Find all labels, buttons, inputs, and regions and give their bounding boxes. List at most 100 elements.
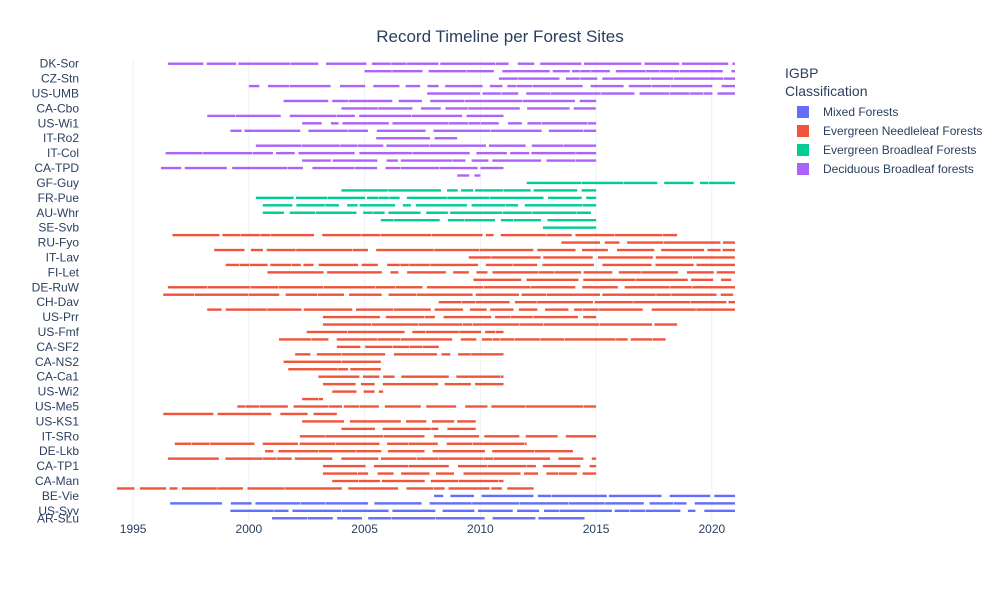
record-segment: [373, 464, 409, 468]
record-segment: [368, 517, 392, 520]
record-segment: [392, 122, 448, 125]
record-segment: [429, 144, 486, 147]
record-segment: [249, 263, 268, 267]
record-segment: [378, 390, 384, 393]
record-segment: [481, 494, 534, 498]
record-segment: [537, 494, 552, 498]
record-segment: [248, 293, 280, 296]
record-segment: [341, 457, 379, 460]
record-segment: [295, 353, 311, 356]
record-segment: [527, 107, 570, 110]
record-segment: [276, 151, 295, 155]
legend-item[interactable]: Deciduous Broadleaf forests: [797, 162, 974, 176]
record-segment: [359, 405, 379, 408]
record-segment: [546, 472, 559, 475]
gridlines: [132, 60, 713, 522]
record-segment: [445, 107, 468, 110]
record-segment: [492, 271, 539, 274]
record-segment: [426, 405, 457, 408]
record-segment: [406, 420, 427, 423]
record-segment: [661, 248, 705, 252]
record-segment: [551, 494, 607, 498]
record-segment: [490, 308, 514, 311]
record-segment: [374, 502, 422, 505]
record-segment: [316, 353, 342, 356]
record-segment: [492, 159, 542, 162]
record-segment: [656, 293, 671, 296]
record-segment: [411, 114, 463, 118]
legend-title: Classification: [785, 83, 867, 99]
y-tick-label: US-Prr: [42, 310, 79, 324]
record-segment: [270, 263, 292, 267]
record-segment: [461, 300, 476, 304]
record-segment: [336, 345, 361, 349]
record-segment: [649, 502, 674, 505]
record-segment: [501, 92, 519, 95]
record-segment: [377, 338, 401, 341]
record-segment: [391, 517, 436, 520]
record-segment: [436, 472, 455, 475]
record-segment: [289, 114, 337, 118]
record-segment: [526, 405, 584, 408]
record-segment: [457, 420, 476, 423]
record-segment: [474, 174, 481, 177]
record-segment: [327, 196, 366, 200]
record-segment: [235, 114, 281, 118]
legend-label: Evergreen Broadleaf Forests: [823, 143, 976, 157]
record-segment: [461, 189, 474, 192]
record-segment: [293, 405, 328, 408]
record-segment: [582, 308, 599, 311]
record-segment: [349, 420, 401, 423]
legend-item[interactable]: Evergreen Needleleaf Forests: [797, 124, 982, 138]
y-tick-label: CA-TP1: [36, 459, 79, 473]
record-segment: [341, 427, 375, 431]
record-segment: [502, 69, 550, 73]
record-segment: [505, 204, 519, 207]
record-segment: [325, 204, 339, 207]
record-segment: [513, 219, 541, 222]
record-segment: [267, 308, 302, 311]
record-segment: [373, 211, 385, 214]
record-segment: [400, 166, 440, 170]
record-segment: [262, 204, 293, 207]
record-segment: [285, 487, 342, 490]
record-segment: [163, 412, 214, 416]
record-segment: [367, 196, 379, 200]
record-segment: [679, 69, 723, 73]
record-segment: [546, 233, 572, 237]
record-segment: [360, 382, 375, 386]
record-segment: [271, 233, 314, 237]
record-segment: [388, 189, 441, 192]
record-segment: [466, 69, 494, 73]
record-segment: [225, 308, 267, 311]
record-segment: [472, 502, 519, 505]
legend[interactable]: IGBP Classification Mixed Forests Evergreen…: [785, 65, 982, 176]
record-segment: [385, 315, 425, 319]
y-tick-label: US-Fmf: [38, 325, 80, 339]
legend-item[interactable]: Evergreen Broadleaf Forests: [797, 143, 976, 157]
record-segment: [586, 196, 597, 200]
record-segment: [322, 323, 372, 326]
legend-item[interactable]: Mixed Forests: [797, 105, 898, 119]
record-segment: [357, 144, 384, 147]
record-segment: [393, 308, 431, 311]
record-segment: [280, 412, 308, 416]
record-segment: [260, 233, 271, 237]
record-segment: [343, 405, 360, 408]
record-segment: [358, 479, 381, 483]
record-segment: [341, 509, 389, 513]
record-segment: [318, 397, 323, 401]
record-segment: [644, 62, 680, 65]
y-tick-label: CA-Man: [35, 474, 79, 488]
record-segment: [673, 502, 687, 505]
record-segment: [409, 345, 423, 349]
record-segment: [589, 464, 597, 468]
record-segment: [472, 323, 520, 326]
y-tick-label: IT-Lav: [46, 250, 79, 264]
record-segment: [359, 151, 412, 155]
record-segment: [580, 69, 591, 73]
record-segment: [639, 92, 670, 95]
record-segment: [165, 151, 203, 155]
record-segment: [518, 77, 560, 80]
record-segment: [482, 92, 501, 95]
